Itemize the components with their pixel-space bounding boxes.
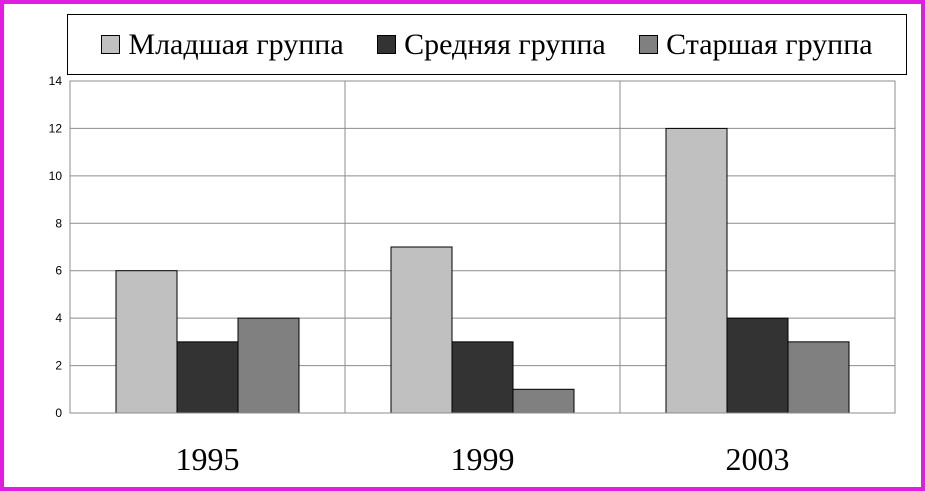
legend-item-senior: Старшая группа — [639, 27, 873, 62]
legend-label-junior: Младшая группа — [128, 27, 344, 61]
y-tick-label-14: 14 — [49, 74, 63, 88]
y-tick-label-4: 4 — [55, 311, 62, 325]
y-tick-label-6: 6 — [55, 264, 62, 278]
bar-1999-series-1 — [451, 341, 514, 414]
legend-label-middle: Средняя группа — [404, 27, 606, 61]
bar-1999-series-2 — [512, 388, 575, 414]
y-tick-label-0: 0 — [55, 406, 62, 420]
legend-swatch-junior — [101, 35, 121, 54]
bar-1999-series-0 — [390, 246, 453, 414]
x-tick-label-2003: 2003 — [726, 441, 790, 477]
legend-item-junior: Младшая группа — [101, 27, 344, 62]
bar-2003-series-1 — [726, 317, 789, 414]
x-tick-label-1999: 1999 — [451, 441, 515, 477]
bar-1995-series-2 — [237, 317, 300, 414]
legend-swatch-middle — [377, 35, 397, 54]
legend: Младшая группа Средняя группа Старшая гр… — [67, 14, 907, 75]
y-tick-label-2: 2 — [55, 359, 62, 373]
bar-1995-series-0 — [115, 270, 178, 414]
y-tick-label-12: 12 — [49, 121, 63, 135]
legend-label-senior: Старшая группа — [666, 27, 873, 61]
bar-2003-series-0 — [665, 127, 728, 414]
y-tick-label-10: 10 — [49, 169, 63, 183]
y-tick-label-8: 8 — [55, 216, 62, 230]
legend-swatch-senior — [639, 35, 659, 54]
x-tick-label-1995: 1995 — [176, 441, 240, 477]
bar-1995-series-1 — [176, 341, 239, 414]
legend-item-middle: Средняя группа — [377, 28, 606, 62]
bar-2003-series-2 — [787, 341, 850, 414]
